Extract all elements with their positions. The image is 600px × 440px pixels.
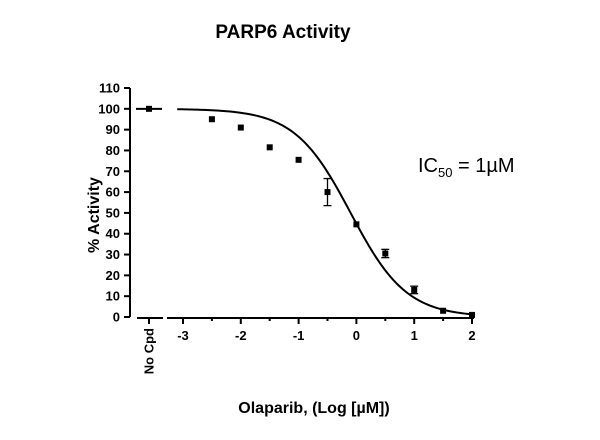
- data-point: [208, 116, 215, 123]
- control-point: [146, 105, 152, 112]
- y-tick-label: 90: [106, 122, 120, 137]
- x-tick-label: -1: [293, 328, 305, 343]
- data-point: [295, 156, 302, 163]
- y-axis-label: % Activity: [86, 177, 103, 253]
- x-axis-label: Olaparib, (Log [µM]): [238, 400, 389, 417]
- y-tick-label: 70: [106, 164, 120, 179]
- y-tick-label: 110: [99, 81, 120, 96]
- y-tick-label: 60: [106, 185, 120, 200]
- x-tick-label: 0: [353, 328, 360, 343]
- data-point: [440, 307, 447, 314]
- ic50-prefix: IC: [418, 155, 438, 177]
- y-tick-label: 80: [106, 143, 120, 158]
- x-tick-label: -2: [235, 328, 247, 343]
- fit-curve: [177, 108, 473, 316]
- x-tick-label: 1: [411, 328, 418, 343]
- data-point: [411, 286, 418, 293]
- x-tick-label: -3: [177, 328, 189, 343]
- y-tick-label: 0: [113, 310, 120, 325]
- data-point: [353, 221, 360, 228]
- control-label: No Cpd: [142, 328, 157, 374]
- y-tick-label: 30: [106, 247, 120, 262]
- chart-title: PARP6 Activity: [215, 22, 351, 43]
- data-points: [136, 105, 475, 318]
- ic50-value: = 1µM: [452, 155, 514, 177]
- y-tick-label: 50: [106, 205, 120, 220]
- data-point: [324, 189, 331, 196]
- y-tick-label: 20: [106, 268, 120, 283]
- fit-curve-group: [177, 108, 473, 316]
- ic50-annotation: IC50 = 1µM: [418, 155, 515, 180]
- y-tick-label: 100: [98, 101, 120, 116]
- axes: 0 10 20 30 40 50 60 70 80 90 100 110 No Cpd -3 -2 -1 0 1 2: [98, 81, 475, 375]
- y-tick-label: 40: [106, 226, 120, 241]
- data-point: [266, 144, 273, 151]
- data-point: [237, 124, 244, 131]
- data-point: [469, 311, 475, 318]
- ic50-subscript: 50: [438, 165, 452, 180]
- x-tick-label: 2: [468, 328, 475, 343]
- data-point: [382, 250, 389, 257]
- y-tick-label: 10: [106, 289, 120, 304]
